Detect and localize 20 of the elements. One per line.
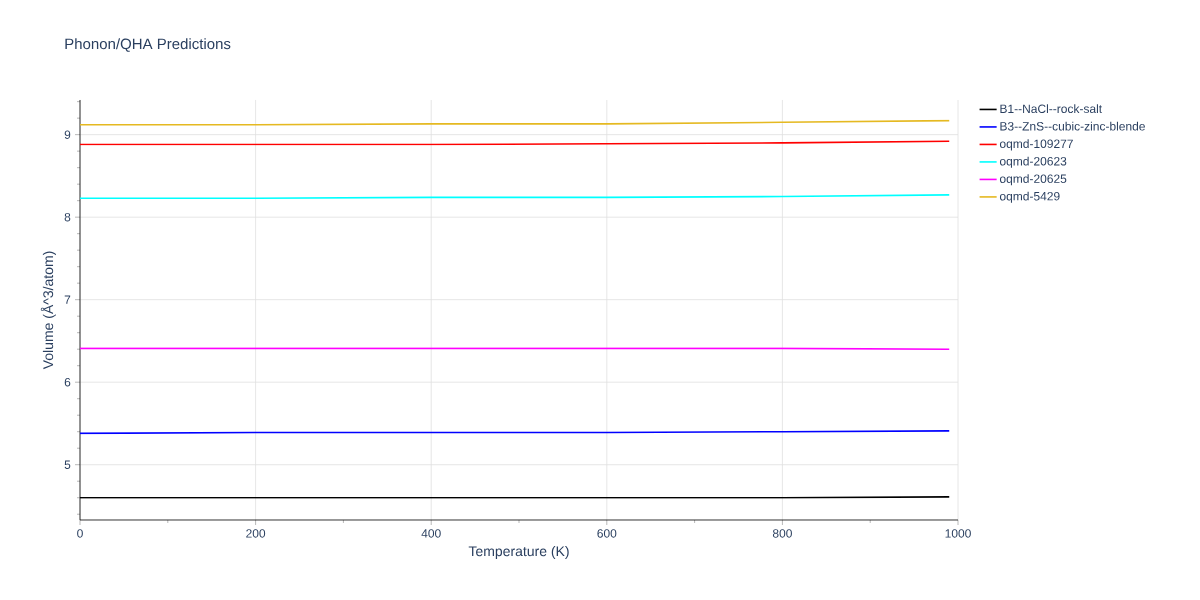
x-tick-label: 600 [597, 529, 617, 538]
y-tick-label: 7 [64, 295, 71, 304]
legend-label: B3--ZnS--cubic-zinc-blende [1000, 121, 1145, 131]
y-axis-title: Volume (Å^3/atom) [40, 251, 56, 370]
y-tick-label: 8 [64, 212, 71, 222]
y-tick-label: 6 [64, 377, 71, 387]
x-axis-title: Temperature (K) [468, 545, 569, 559]
legend-label: oqmd-20625 [999, 174, 1067, 186]
x-tick-label: 400 [421, 529, 441, 538]
chart-title: Phonon/QHA Predictions [65, 38, 231, 52]
legend-label: oqmd-20623 [999, 156, 1067, 168]
y-tick-label: 5 [64, 460, 71, 469]
x-tick-label: 800 [772, 529, 792, 538]
legend-label: oqmd-5429 [999, 191, 1060, 203]
x-tick-label: 1000 [945, 529, 971, 538]
x-tick-label: 0 [77, 529, 83, 538]
legend-label: oqmd-109277 [999, 139, 1073, 151]
y-tick-label: 9 [64, 130, 71, 139]
x-tick-label: 200 [246, 529, 266, 538]
legend-label: B1--NaCl--rock-salt [1000, 104, 1103, 113]
